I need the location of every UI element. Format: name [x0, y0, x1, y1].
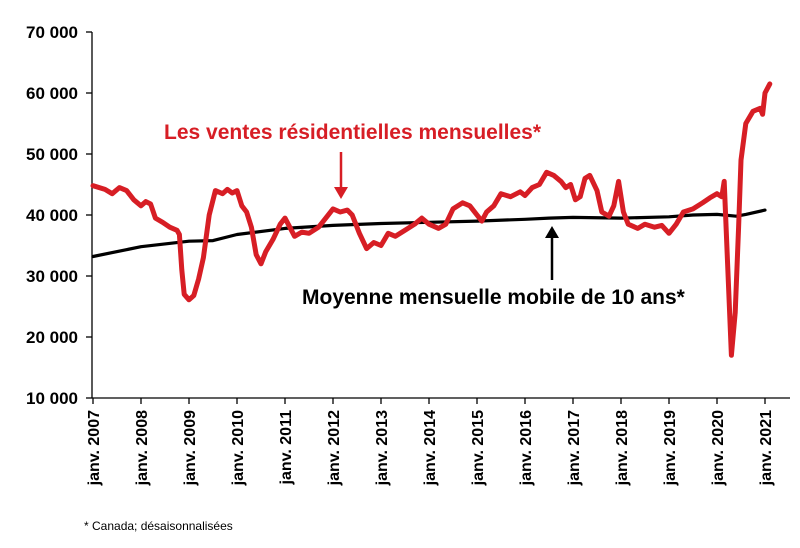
annotation-monthly-sales-arrowhead — [334, 187, 348, 199]
x-tick-label: janv. 2009 — [182, 410, 199, 486]
chart-annotations: Les ventes résidentielles mensuelles* Mo… — [164, 121, 686, 309]
x-tick-label: janv. 2012 — [326, 410, 343, 486]
annotation-moving-average-arrowhead — [545, 226, 559, 238]
series-line-10-year-moving-average — [91, 208, 767, 259]
x-tick-label: janv. 2015 — [470, 410, 487, 486]
x-tick-label: janv. 2007 — [86, 410, 103, 486]
footnote: * Canada; désaisonnalisées — [84, 519, 233, 533]
y-tick-label: 40 000 — [26, 206, 78, 225]
x-tick-label: janv. 2021 — [758, 410, 775, 486]
x-tick-label: janv. 2018 — [614, 410, 631, 486]
chart-series — [90, 81, 773, 358]
x-tick-label: janv. 2013 — [374, 410, 391, 486]
x-tick-label: janv. 2010 — [230, 410, 247, 486]
y-tick-label: 20 000 — [26, 328, 78, 347]
x-tick-label: janv. 2011 — [278, 410, 295, 486]
annotation-moving-average-label: Moyenne mensuelle mobile de 10 ans* — [302, 286, 686, 309]
annotation-monthly-sales-label: Les ventes résidentielles mensuelles* — [164, 121, 542, 144]
x-tick-label: janv. 2020 — [710, 410, 727, 486]
y-tick-label: 50 000 — [26, 145, 78, 164]
x-tick-label: janv. 2008 — [134, 410, 151, 486]
y-tick-label: 10 000 — [26, 389, 78, 408]
y-tick-label: 30 000 — [26, 267, 78, 286]
y-tick-label: 60 000 — [26, 84, 78, 103]
x-tick-label: janv. 2017 — [566, 410, 583, 486]
y-axis-ticks: 10 000 20 000 30 000 40 000 50 000 60 000 70 0… — [26, 23, 92, 408]
x-tick-label: janv. 2014 — [422, 410, 439, 486]
x-tick-label: janv. 2019 — [662, 410, 679, 486]
y-tick-label: 70 000 — [26, 23, 78, 42]
series-line-monthly-sales — [90, 81, 773, 358]
x-axis-ticks: janv. 2007 janv. 2008 janv. 2009 janv. 2010… — [86, 398, 775, 486]
x-tick-label: janv. 2016 — [518, 410, 535, 486]
